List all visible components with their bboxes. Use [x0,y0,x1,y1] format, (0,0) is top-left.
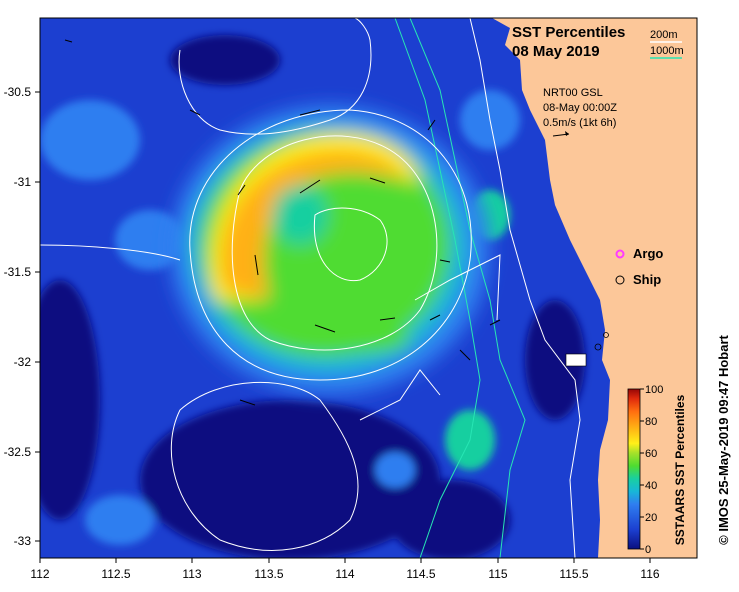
sea-level-contours [40,18,501,551]
y-tick-label: -32 [14,355,32,369]
colorbar-tick: 20 [645,512,657,524]
current-arrows [64,39,501,406]
map-plot-area [40,18,697,558]
bathymetry-contours [394,18,581,558]
colorbar-title: SSTAARS SST Percentiles [673,394,687,545]
ship-marker-icon [615,275,625,285]
y-tick-label: -31.5 [4,265,32,279]
contour-1000m [409,18,526,558]
argo-label: Argo [633,246,663,261]
x-tick-label: 114 [335,567,354,581]
map-date: 08 May 2019 [512,43,600,60]
colorbar-tick: 60 [645,448,657,460]
platform-legend: Argo Ship [615,246,663,287]
y-tick-label: -32.5 [4,445,32,459]
current-time-label: 08-May 00:00Z [543,102,617,114]
y-tick-label: -31 [14,175,32,189]
x-tick-label: 115 [488,567,507,581]
colorbar: 0 20 40 60 80 100 SSTAARS SST Percentile… [627,384,687,556]
current-scale-label: 0.5m/s (1kt 6h) [543,117,616,129]
contour-200m [469,18,581,558]
argo-marker-icon [615,249,625,259]
x-tick-label: 112.5 [101,567,130,581]
x-tick-label: 112 [30,567,49,581]
depth-1000m-label: 1000m [650,45,684,57]
x-axis [39,558,651,563]
depth-200m-label: 200m [650,29,678,41]
x-tick-label: 116 [640,567,659,581]
sst-field [40,35,585,558]
warm-eddy [170,105,490,395]
current-model-label: NRT00 GSL [543,87,603,99]
colorbar-scale [627,388,641,550]
x-tick-label: 114.5 [406,567,435,581]
depth-legend: 200m 1000m [650,29,684,59]
map-frame [39,17,698,559]
contour-1000m-b [394,18,481,558]
colorbar-tick: 0 [645,544,651,556]
ship-label: Ship [633,272,661,287]
colorbar-tick: 100 [645,384,663,396]
current-info: NRT00 GSL 08-May 00:00Z 0.5m/s (1kt 6h) [543,87,617,137]
y-tick-label: -30.5 [4,85,32,99]
y-axis [35,91,40,542]
map-title: SST Percentiles [512,24,625,41]
x-tick-label: 113.5 [254,567,283,581]
credit-text: © IMOS 25-May-2019 09:47 Hobart [716,334,731,544]
land-mass [492,18,697,558]
x-tick-label: 115.5 [559,567,588,581]
y-tick-label: -33 [14,534,32,548]
x-tick-label: 113 [182,567,201,581]
colorbar-tick: 80 [645,416,657,428]
colorbar-tick: 40 [645,480,657,492]
islands [565,332,609,367]
